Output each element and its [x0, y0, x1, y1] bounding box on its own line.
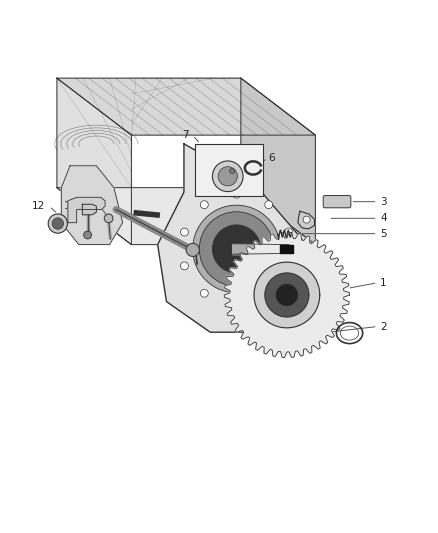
Text: 7: 7	[182, 130, 188, 140]
Text: 10: 10	[202, 259, 215, 269]
Circle shape	[212, 161, 243, 191]
Text: 6: 6	[268, 153, 275, 163]
Polygon shape	[265, 273, 309, 317]
Circle shape	[201, 201, 208, 208]
Text: 11: 11	[64, 201, 77, 211]
Circle shape	[265, 289, 272, 297]
Circle shape	[201, 289, 208, 297]
Bar	[195, 144, 263, 197]
Circle shape	[285, 262, 293, 270]
Circle shape	[104, 214, 113, 223]
Circle shape	[212, 225, 261, 273]
Text: 3: 3	[380, 197, 387, 207]
FancyBboxPatch shape	[323, 196, 351, 208]
Circle shape	[233, 190, 240, 198]
Polygon shape	[57, 188, 315, 245]
Text: 1: 1	[380, 278, 387, 288]
Circle shape	[48, 214, 67, 233]
Text: 12: 12	[32, 201, 45, 211]
Circle shape	[218, 167, 237, 186]
Circle shape	[180, 262, 188, 270]
Circle shape	[265, 201, 272, 208]
Text: 8: 8	[203, 174, 209, 184]
Polygon shape	[298, 211, 314, 229]
Polygon shape	[224, 232, 350, 358]
Polygon shape	[276, 284, 298, 306]
Polygon shape	[68, 197, 105, 223]
Circle shape	[303, 216, 310, 223]
Polygon shape	[158, 144, 307, 332]
Polygon shape	[241, 78, 315, 245]
Circle shape	[285, 228, 293, 236]
Text: 4: 4	[380, 213, 387, 223]
Circle shape	[199, 212, 274, 286]
Polygon shape	[57, 78, 315, 135]
Text: 9: 9	[90, 201, 96, 212]
Circle shape	[84, 231, 92, 239]
Circle shape	[233, 300, 240, 308]
Text: 5: 5	[380, 229, 387, 239]
Polygon shape	[255, 252, 297, 294]
Polygon shape	[254, 262, 320, 328]
Circle shape	[193, 205, 280, 293]
Polygon shape	[57, 78, 131, 245]
Circle shape	[52, 218, 64, 229]
Polygon shape	[82, 204, 96, 215]
Circle shape	[180, 228, 188, 236]
Circle shape	[186, 243, 199, 256]
Polygon shape	[61, 166, 123, 245]
Circle shape	[230, 168, 235, 174]
Text: 2: 2	[380, 321, 387, 332]
